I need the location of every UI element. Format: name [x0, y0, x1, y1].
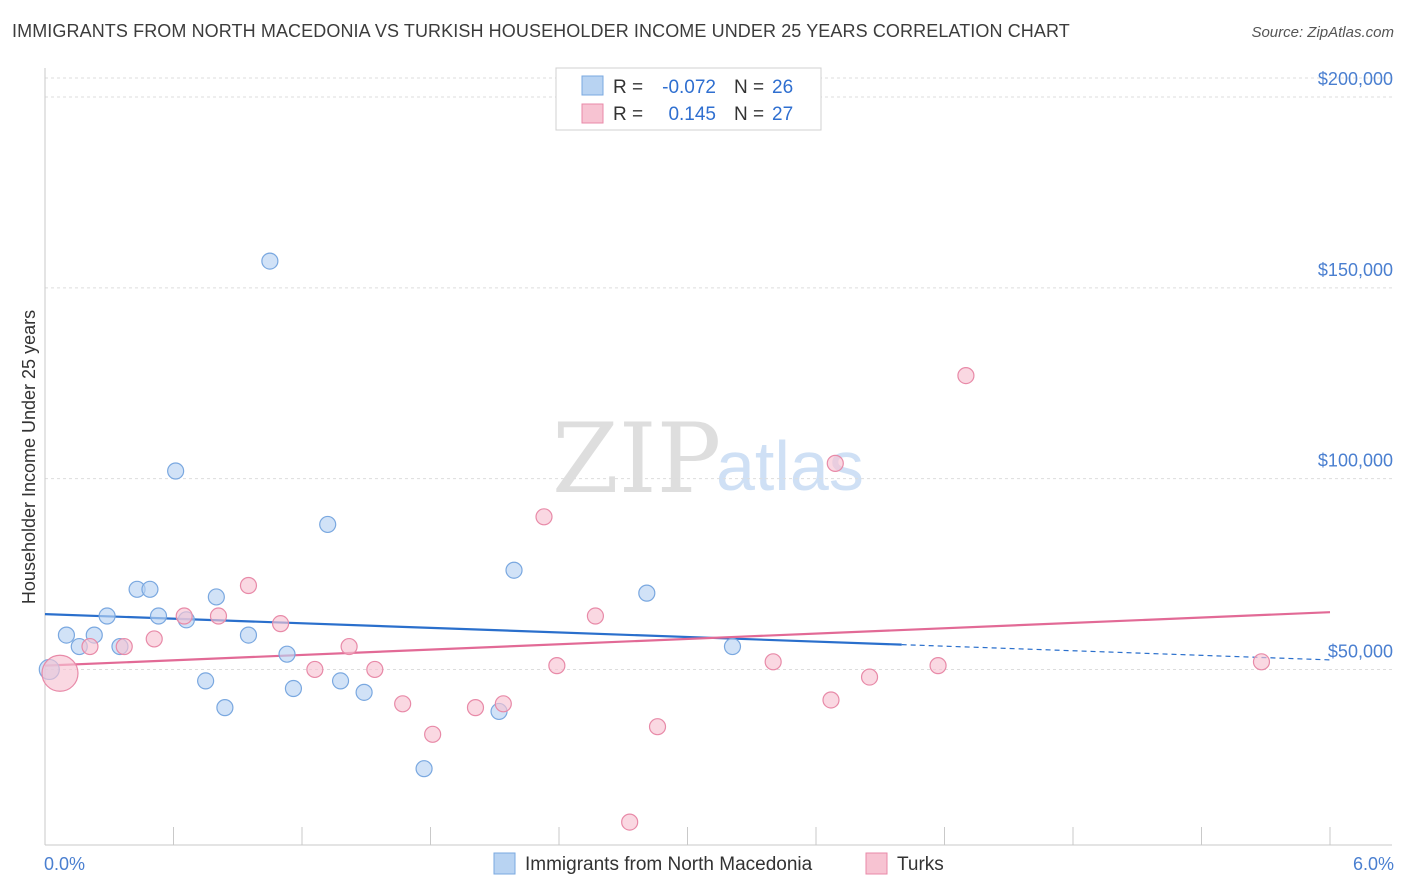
- legend-r-value-2: 0.145: [668, 104, 716, 125]
- point-pink: [1252, 653, 1271, 671]
- point-pink: [548, 657, 566, 675]
- point-pink: [239, 576, 258, 595]
- point-blue: [167, 462, 185, 480]
- point-pink: [306, 660, 324, 679]
- point-blue: [278, 645, 296, 663]
- point-pink: [466, 699, 485, 717]
- point-pink: [340, 637, 358, 656]
- point-blue: [57, 626, 76, 644]
- point-blue: [149, 607, 168, 625]
- point-pink: [826, 454, 844, 472]
- point-blue: [197, 672, 215, 690]
- y-tick-label: $200,000: [1318, 69, 1393, 89]
- bottom-legend-label-blue: Immigrants from North Macedonia: [525, 854, 813, 875]
- bottom-legend-swatch-blue: [493, 852, 516, 875]
- point-pink: [41, 654, 79, 692]
- legend-n-label-2: N =: [734, 104, 764, 125]
- bottom-legend-swatch-pink: [865, 852, 888, 875]
- point-pink: [271, 615, 290, 633]
- point-pink: [81, 637, 99, 656]
- legend-swatch-pink: [581, 103, 604, 124]
- point-blue: [331, 672, 350, 690]
- point-blue: [415, 760, 433, 778]
- point-pink: [535, 508, 553, 526]
- point-blue: [98, 607, 116, 625]
- point-pink: [115, 637, 133, 656]
- point-pink: [764, 653, 782, 671]
- point-pink: [586, 607, 605, 625]
- y-tick-label: $50,000: [1328, 641, 1393, 661]
- point-blue: [638, 584, 656, 602]
- point-blue: [284, 679, 303, 698]
- point-blue: [355, 683, 373, 701]
- point-pink: [860, 668, 879, 686]
- point-blue: [723, 637, 742, 656]
- trend-line-blue: [44, 613, 902, 646]
- watermark: ZIP atlas: [552, 403, 864, 515]
- y-tick-label: $100,000: [1318, 451, 1393, 471]
- point-pink: [822, 691, 840, 709]
- point-pink: [929, 657, 947, 675]
- y-axis-title: Householder Income Under 25 years: [19, 310, 39, 604]
- chart-source: Source: ZipAtlas.com: [1251, 24, 1394, 41]
- series-legend: Immigrants from North Macedonia Turks: [493, 852, 944, 875]
- point-pink: [957, 366, 975, 385]
- point-pink: [621, 813, 639, 831]
- point-blue: [239, 626, 258, 644]
- legend-swatch-blue: [581, 75, 604, 96]
- legend-n-label-1: N =: [734, 77, 764, 98]
- legend-n-value-1: 26: [772, 77, 793, 98]
- y-axis-tick-labels: $50,000 $100,000 $150,000 $200,000: [1318, 69, 1393, 661]
- point-pink: [209, 607, 228, 625]
- x-tick-label-max: 6.0%: [1353, 854, 1394, 874]
- point-pink: [424, 725, 442, 743]
- legend-r-label-1: R =: [613, 77, 643, 98]
- point-pink: [175, 607, 193, 625]
- bottom-legend-label-pink: Turks: [897, 854, 944, 875]
- point-blue: [207, 588, 225, 606]
- legend-r-label-2: R =: [613, 104, 643, 125]
- legend-r-value-1: -0.072: [662, 77, 716, 98]
- axes: [44, 68, 1392, 846]
- point-blue: [216, 699, 234, 717]
- point-blue: [505, 561, 523, 579]
- watermark-zip: ZIP: [552, 403, 721, 515]
- point-pink: [145, 630, 163, 648]
- legend-n-value-2: 27: [772, 104, 793, 125]
- point-pink: [648, 718, 667, 736]
- point-blue: [319, 515, 337, 534]
- data-points: [38, 252, 1271, 831]
- trend-lines: [44, 611, 1331, 667]
- trend-line-pink: [44, 611, 1331, 667]
- point-pink: [494, 695, 512, 713]
- x-tick-label-min: 0.0%: [44, 854, 85, 874]
- correlation-legend: R = -0.072 N = 26 R = 0.145 N = 27: [555, 67, 822, 131]
- x-axis-ticks: [173, 827, 1331, 845]
- point-blue: [141, 580, 159, 598]
- point-pink: [394, 695, 412, 713]
- point-pink: [366, 660, 384, 679]
- chart-title: IMMIGRANTS FROM NORTH MACEDONIA VS TURKI…: [12, 21, 1070, 41]
- point-blue: [261, 252, 279, 270]
- y-tick-label: $150,000: [1318, 260, 1393, 280]
